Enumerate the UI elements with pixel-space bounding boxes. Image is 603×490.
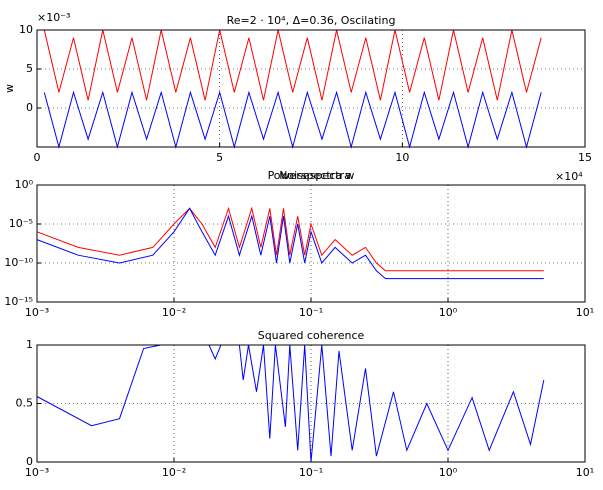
x-tick-label: 10⁻² bbox=[162, 306, 186, 319]
plot-area bbox=[37, 345, 585, 462]
x-tick-label: 10¹ bbox=[576, 466, 594, 479]
chart-subtitle: Noisespectra bbox=[279, 169, 351, 182]
x-tick-label: 10⁻² bbox=[162, 466, 186, 479]
chart-title: Squared coherence bbox=[258, 329, 365, 342]
x-tick-label: 0 bbox=[34, 151, 41, 164]
axes-box bbox=[36, 184, 586, 303]
axes-box bbox=[36, 344, 586, 463]
series-line bbox=[36, 207, 544, 280]
y-tick-label: 10⁻¹⁰ bbox=[4, 256, 33, 269]
x-tick-label: 10 bbox=[395, 151, 409, 164]
y-exponent: ×10⁻³ bbox=[37, 11, 70, 24]
x-tick-label: 10⁻¹ bbox=[299, 466, 323, 479]
plot-area bbox=[37, 185, 585, 302]
axes-box bbox=[36, 29, 586, 148]
x-tick-label: 5 bbox=[216, 151, 223, 164]
y-tick-label: 0 bbox=[26, 101, 33, 114]
x-tick-label: 15 bbox=[578, 151, 592, 164]
x-tick-label: 10⁻¹ bbox=[299, 306, 323, 319]
y-tick-label: 0.5 bbox=[16, 397, 34, 410]
series-line bbox=[36, 206, 544, 272]
chart-title: Powerspectra w bbox=[268, 169, 355, 182]
x-tick-label: 10⁰ bbox=[439, 306, 458, 319]
x-tick-label: 10⁰ bbox=[439, 466, 458, 479]
x-tick-label: 10⁻³ bbox=[25, 306, 49, 319]
series-line bbox=[43, 29, 542, 101]
y-tick-label: 10⁻⁵ bbox=[9, 217, 33, 230]
x-tick-label: 10⁻³ bbox=[25, 466, 49, 479]
y-axis-label: w bbox=[3, 84, 16, 93]
y-tick-label: 10⁻¹⁵ bbox=[4, 295, 33, 308]
y-tick-label: 1 bbox=[26, 338, 33, 351]
chart-title: Re=2 · 10⁴, Δ=0.36, Oscilating bbox=[227, 14, 396, 27]
y-tick-label: 10⁰ bbox=[15, 178, 34, 191]
x-tick-label: 10¹ bbox=[576, 306, 594, 319]
plot-area bbox=[37, 30, 585, 147]
y-tick-label: 0 bbox=[26, 455, 33, 468]
x-exponent: ×10⁴ bbox=[555, 170, 583, 183]
y-tick-label: 10 bbox=[19, 23, 33, 36]
y-tick-label: 5 bbox=[26, 62, 33, 75]
